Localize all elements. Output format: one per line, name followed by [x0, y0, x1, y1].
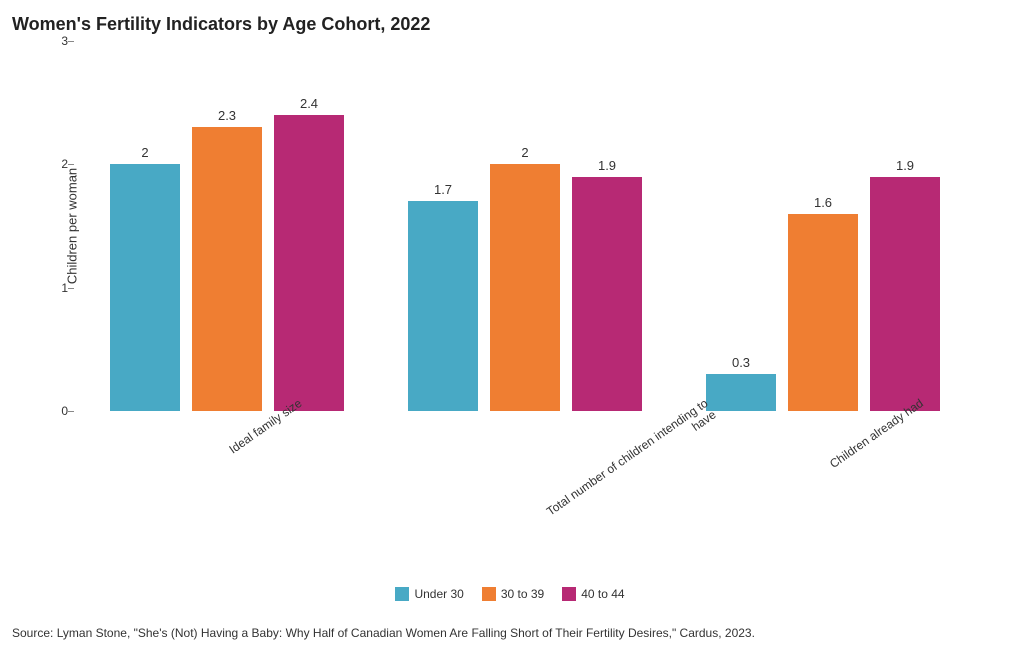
y-tick-label: 1 — [40, 281, 68, 295]
bar-value-label: 2 — [141, 145, 148, 160]
x-category-label: Ideal family size — [226, 396, 304, 456]
x-axis-labels: Ideal family size Total number of childre… — [62, 388, 1016, 578]
chart-area: Children per woman 012322.32.41.721.90.3… — [12, 41, 1002, 411]
bar — [490, 164, 560, 411]
chart-title: Women's Fertility Indicators by Age Coho… — [12, 14, 1008, 35]
legend-swatch — [562, 587, 576, 601]
bar — [192, 127, 262, 411]
plot-area: 012322.32.41.721.90.31.61.9 — [74, 41, 998, 411]
bar-value-label: 1.9 — [598, 158, 616, 173]
legend-label: 30 to 39 — [501, 587, 544, 601]
bar — [788, 214, 858, 411]
legend-swatch — [482, 587, 496, 601]
bar-value-label: 2.3 — [218, 108, 236, 123]
y-tick-label: 3 — [40, 34, 68, 48]
x-category-label: Children already had — [827, 396, 926, 471]
legend-item: Under 30 — [395, 587, 463, 601]
legend-item: 40 to 44 — [562, 587, 624, 601]
legend: Under 30 30 to 39 40 to 44 — [0, 587, 1020, 601]
legend-label: Under 30 — [414, 587, 463, 601]
bar-value-label: 0.3 — [732, 355, 750, 370]
bar-value-label: 1.7 — [434, 182, 452, 197]
legend-item: 30 to 39 — [482, 587, 544, 601]
bar — [870, 177, 940, 411]
legend-label: 40 to 44 — [581, 587, 624, 601]
bar — [572, 177, 642, 411]
bar — [274, 115, 344, 411]
bar — [408, 201, 478, 411]
bar-value-label: 1.9 — [896, 158, 914, 173]
x-category-label: Total number of children intending to ha… — [544, 396, 719, 530]
source-text: Source: Lyman Stone, "She's (Not) Having… — [12, 626, 755, 640]
bar-value-label: 2.4 — [300, 96, 318, 111]
y-tick-label: 2 — [40, 157, 68, 171]
bar — [110, 164, 180, 411]
bar-value-label: 2 — [521, 145, 528, 160]
bar-value-label: 1.6 — [814, 195, 832, 210]
legend-swatch — [395, 587, 409, 601]
